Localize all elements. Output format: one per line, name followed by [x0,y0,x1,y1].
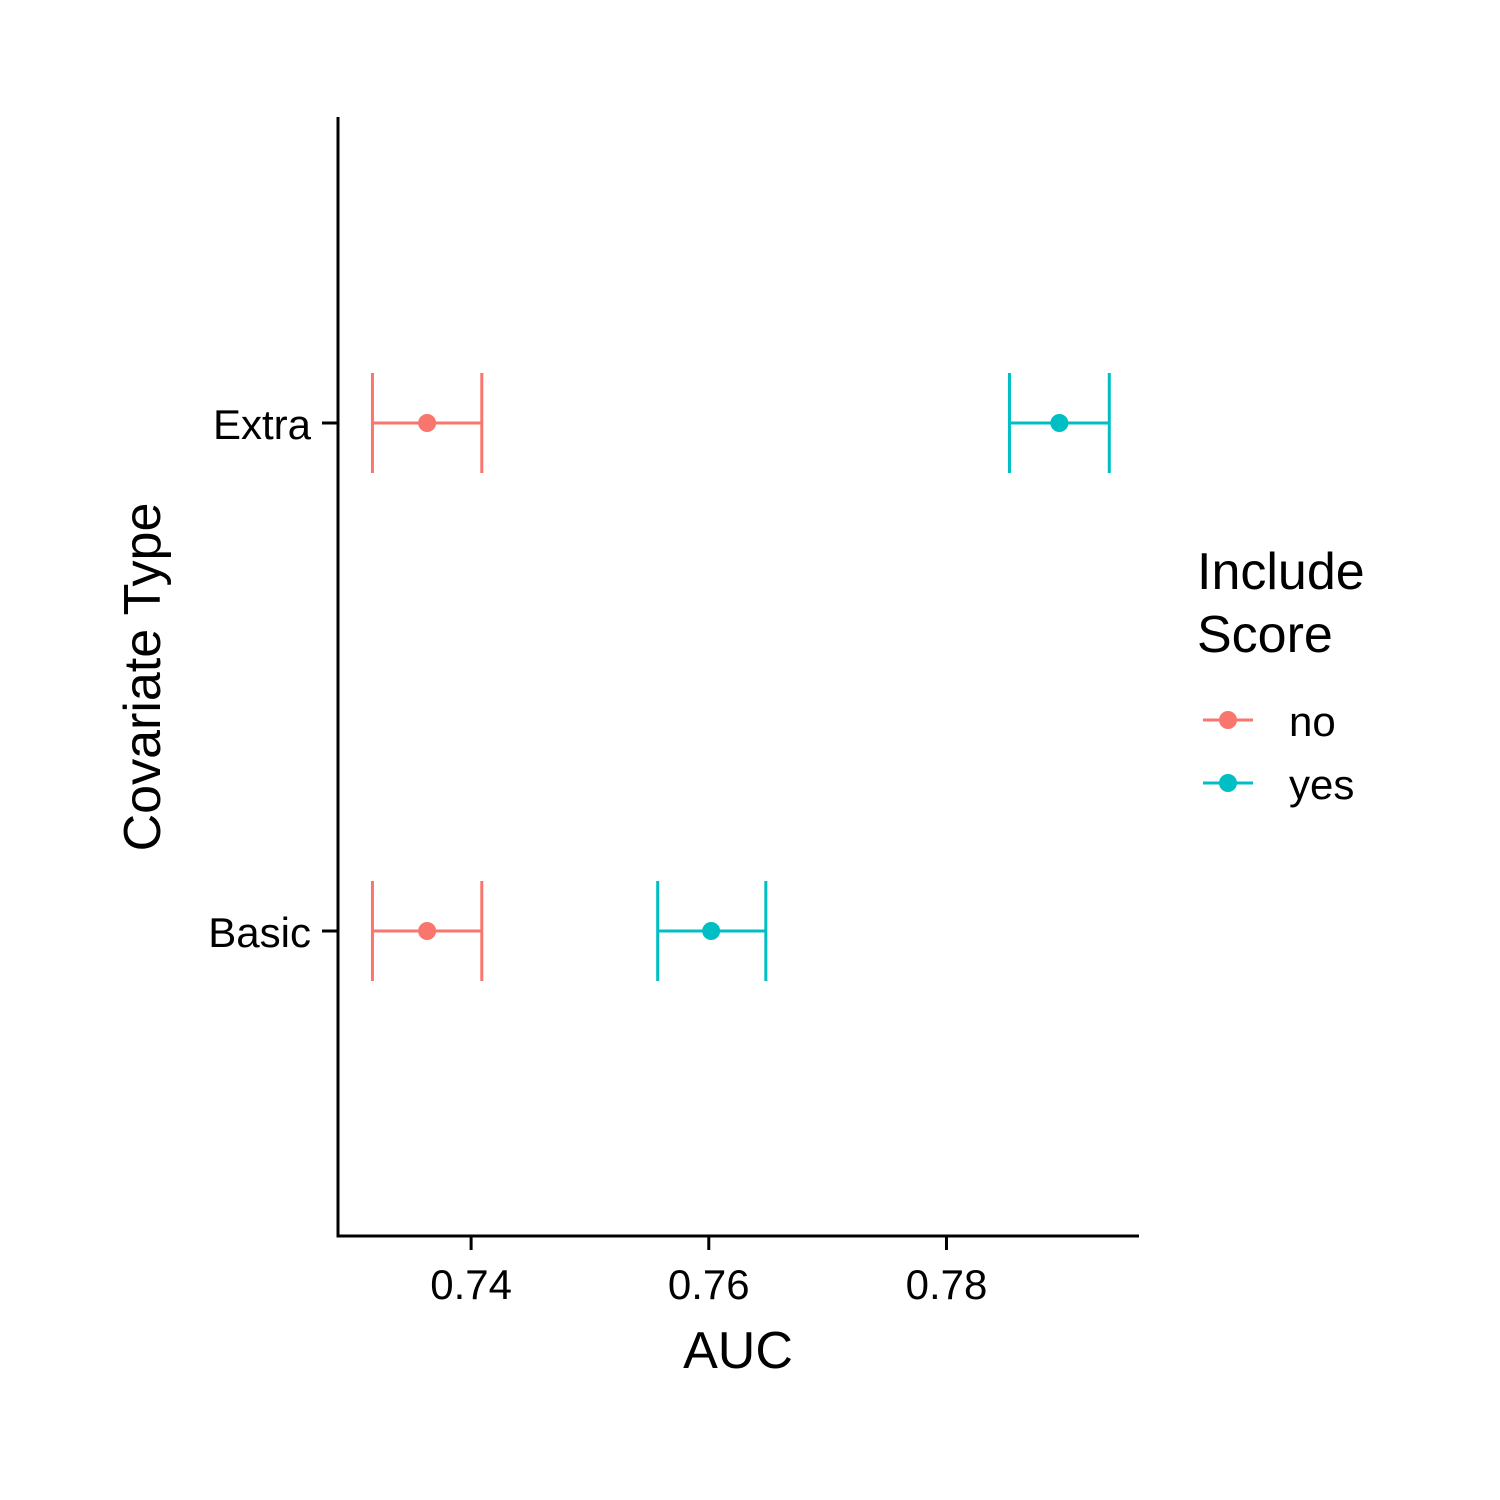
x-tick-label: 0.78 [906,1261,988,1308]
y-axis-title: Covariate Type [114,503,172,852]
legend-key-point [1219,711,1237,729]
y-tick-label-extra: Extra [213,401,312,448]
x-tick-label: 0.76 [668,1261,750,1308]
data-marks [370,373,1111,981]
point-yes-basic [702,922,721,940]
legend-label-yes: yes [1289,761,1354,808]
legend-title-line-2: Score [1197,606,1333,664]
x-ticks: 0.74 0.76 0.78 [430,1236,987,1308]
point-yes-extra [1050,414,1069,432]
axes [336,117,1139,1238]
legend-key-point [1219,774,1237,792]
x-axis-title: AUC [683,1322,793,1380]
x-tick-label: 0.74 [430,1261,512,1308]
legend-item-yes: yes [1203,761,1354,808]
legend-item-no: no [1203,698,1336,745]
y-tick-label-basic: Basic [208,909,311,956]
legend-label-no: no [1289,698,1336,745]
legend-keys: no yes [1203,698,1354,808]
point-no-extra [418,414,437,432]
legend-title-line-1: Include [1197,543,1365,601]
point-no-basic [418,922,437,940]
y-ticks: Basic Extra [208,401,338,956]
legend: Include Score no yes [1197,543,1365,808]
